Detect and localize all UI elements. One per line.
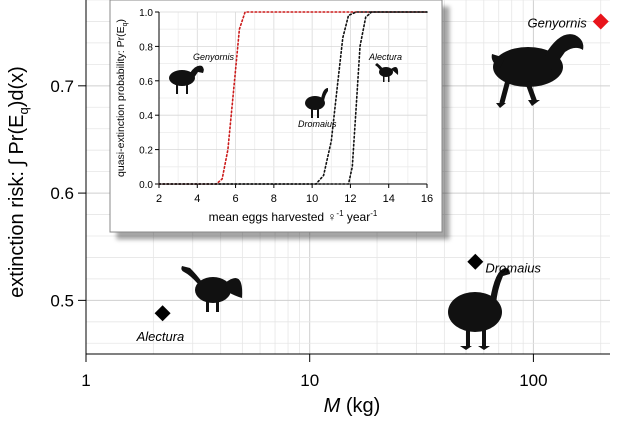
main-point-label-alectura: Alectura <box>136 329 185 344</box>
inset-x-tick-label: 4 <box>194 193 200 205</box>
inset-y-tick-label: 0.6 <box>139 77 153 88</box>
inset-y-tick-label: 0.4 <box>139 111 153 122</box>
inset-label-genyornis: Genyornis <box>193 52 235 62</box>
dromaius-silhouette <box>448 268 510 350</box>
main-point-alectura <box>154 305 171 322</box>
inset-x-tick-label: 14 <box>383 193 395 205</box>
main-y-tick-label: 0.6 <box>50 184 74 203</box>
inset-x-tick-label: 10 <box>306 193 318 205</box>
inset-y-tick-label: 0.0 <box>139 180 153 191</box>
inset-x-tick-label: 2 <box>156 193 162 205</box>
inset-x-tick-label: 12 <box>344 193 356 205</box>
main-x-axis-label: M (kg) <box>324 395 381 417</box>
inset-dromaius-silhouette <box>305 88 328 118</box>
alectura-silhouette <box>181 266 243 312</box>
inset-series-alectura <box>158 11 428 185</box>
inset-x-axis-label: mean eggs harvested ♀-1 year-1 <box>209 209 378 224</box>
inset-background <box>109 0 443 233</box>
inset-lines <box>158 11 428 185</box>
main-x-tick-label: 100 <box>519 371 547 390</box>
inset-series-genyornis <box>158 11 428 185</box>
main-y-tick-label: 0.7 <box>50 77 74 96</box>
inset-y-tick-label: 0.8 <box>139 42 153 53</box>
inset-y-tick-label: 0.2 <box>139 146 153 157</box>
inset-x-tick-label: 6 <box>233 193 239 205</box>
inset-label-alectura: Alectura <box>368 52 402 62</box>
inset-series-dromaius <box>158 11 428 185</box>
inset-alectura-silhouette <box>375 63 399 82</box>
main-y-tick-label: 0.5 <box>50 291 74 310</box>
main-x-tick-label: 10 <box>300 371 319 390</box>
inset-x-tick-label: 8 <box>271 193 277 205</box>
main-point-genyornis <box>592 13 609 30</box>
inset-x-tick-label: 16 <box>421 193 433 205</box>
genyornis-silhouette <box>491 34 584 108</box>
main-x-tick-label: 1 <box>81 371 90 390</box>
inset-y-axis-label: quasi-extinction probability: Pr(Eq) <box>115 19 129 177</box>
main-point-dromaius <box>467 253 484 270</box>
main-point-label-dromaius: Dromaius <box>485 261 541 276</box>
inset-genyornis-silhouette <box>169 65 204 94</box>
main-points: Alectura Dromaius Genyornis <box>136 13 609 344</box>
main-y-axis-label: extinction risk: ∫ Pr(Eq)d(x) <box>6 66 31 298</box>
inset-label-dromaius: Dromaius <box>298 119 337 129</box>
inset-panel: 2 4 6 8 10 12 14 16 0.0 0.2 0.4 0.6 0.8 1.0 mean eggs… <box>109 0 443 233</box>
main-point-label-genyornis: Genyornis <box>527 15 587 30</box>
inset-y-tick-label: 1.0 <box>139 8 153 19</box>
main-ticks: 1 10 100 0.5 0.6 0.7 <box>50 77 547 390</box>
